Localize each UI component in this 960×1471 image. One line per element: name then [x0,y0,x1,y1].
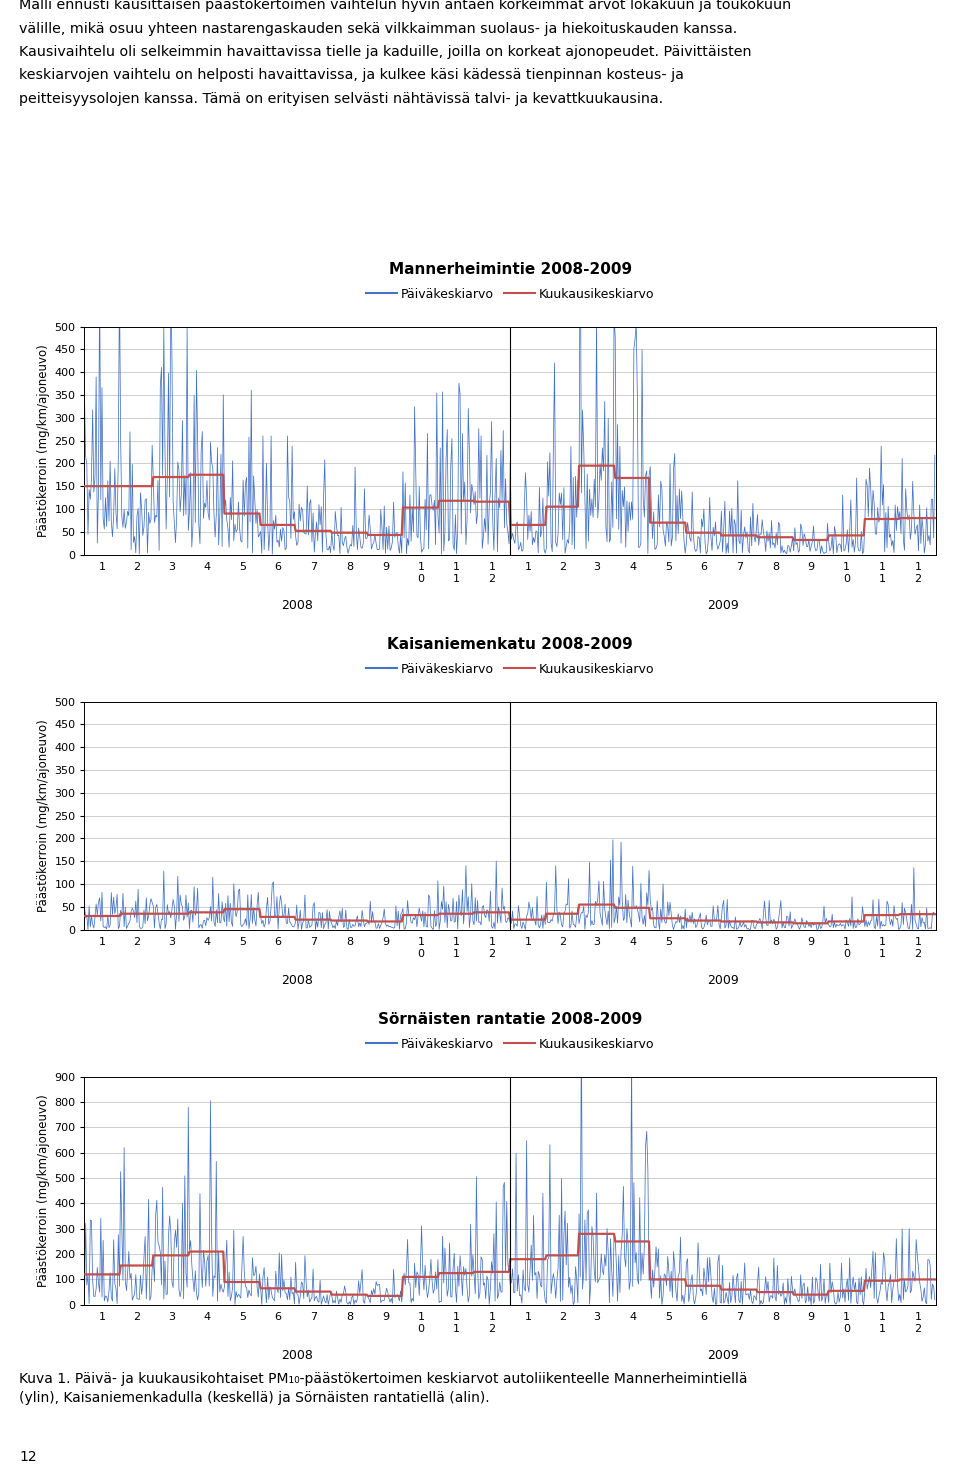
Title: Kaisaniemenkatu 2008-2009: Kaisaniemenkatu 2008-2009 [388,637,633,652]
Text: 2009: 2009 [708,1349,739,1362]
Y-axis label: Päästökerroin (mg/km/ajoneuvo): Päästökerroin (mg/km/ajoneuvo) [37,344,50,537]
Text: 2008: 2008 [281,974,313,987]
Text: 2009: 2009 [708,974,739,987]
Y-axis label: Päästökerroin (mg/km/ajoneuvo): Päästökerroin (mg/km/ajoneuvo) [37,719,50,912]
Text: 2008: 2008 [281,1349,313,1362]
Y-axis label: Päästökerroin (mg/km/ajoneuvo): Päästökerroin (mg/km/ajoneuvo) [37,1094,50,1287]
Legend: Päiväkeskiarvo, Kuukausikeskiarvo: Päiväkeskiarvo, Kuukausikeskiarvo [361,282,660,306]
Text: 12: 12 [19,1449,36,1464]
Legend: Päiväkeskiarvo, Kuukausikeskiarvo: Päiväkeskiarvo, Kuukausikeskiarvo [361,658,660,681]
Text: 2008: 2008 [281,599,313,612]
Text: Kuva 1. Päivä- ja kuukausikohtaiset PM₁₀-päästökertoimen keskiarvot autoliikente: Kuva 1. Päivä- ja kuukausikohtaiset PM₁₀… [19,1372,748,1405]
Text: Kuvat 1 ja 2 esittävät päivä- ja kuukausikeskiarvot autoliikenteen päästökertoim: Kuvat 1 ja 2 esittävät päivä- ja kuukaus… [19,0,803,106]
Title: Sörnäisten rantatie 2008-2009: Sörnäisten rantatie 2008-2009 [378,1012,642,1027]
Legend: Päiväkeskiarvo, Kuukausikeskiarvo: Päiväkeskiarvo, Kuukausikeskiarvo [361,1033,660,1056]
Title: Mannerheimintie 2008-2009: Mannerheimintie 2008-2009 [389,262,632,277]
Text: 2009: 2009 [708,599,739,612]
